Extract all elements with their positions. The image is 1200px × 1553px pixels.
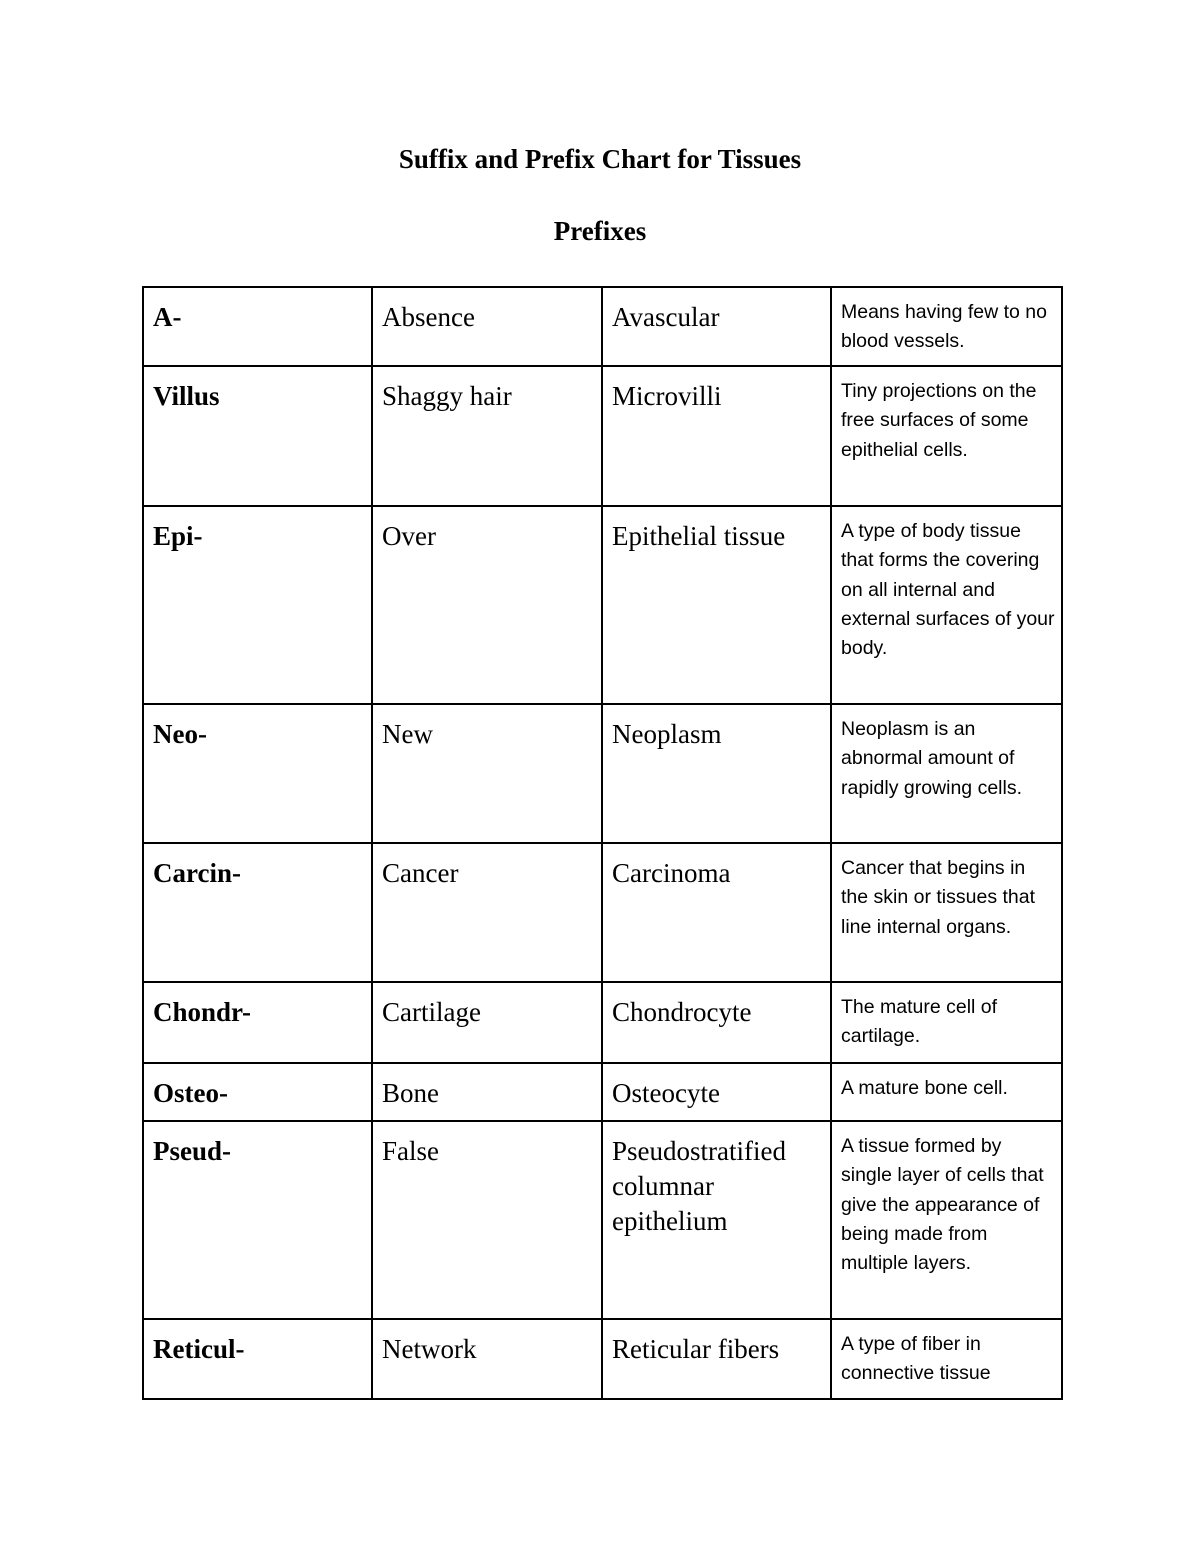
definition-cell: Tiny projections on the free surfaces of… xyxy=(830,365,1063,507)
meaning-cell: New xyxy=(371,703,603,844)
prefix-cell: Epi- xyxy=(142,505,373,705)
meaning-cell: Over xyxy=(371,505,603,705)
prefix-table: A- Absence Avascular Means having few to no… xyxy=(142,286,1063,1400)
example-cell: Epithelial tissue xyxy=(601,505,832,705)
prefix-cell: Villus xyxy=(142,365,373,507)
prefix-cell: Chondr- xyxy=(142,981,373,1064)
definition-cell: Cancer that begins in the skin or tissue… xyxy=(830,842,1063,983)
meaning-cell: Bone xyxy=(371,1062,603,1122)
table-row: Villus Shaggy hair Microvilli Tiny projecti… xyxy=(142,365,1063,507)
example-cell: Osteocyte xyxy=(601,1062,832,1122)
meaning-cell: Network xyxy=(371,1318,603,1400)
table-row: Epi- Over Epithelial tissue A type of body … xyxy=(142,505,1063,705)
meaning-cell: Cartilage xyxy=(371,981,603,1064)
prefix-cell: Osteo- xyxy=(142,1062,373,1122)
definition-cell: Means having few to no blood vessels. xyxy=(830,286,1063,367)
example-cell: Avascular xyxy=(601,286,832,367)
prefix-cell: Reticul- xyxy=(142,1318,373,1400)
table-row: Carcin- Cancer Carcinoma Cancer that begins… xyxy=(142,842,1063,983)
example-cell: Microvilli xyxy=(601,365,832,507)
prefix-cell: Pseud- xyxy=(142,1120,373,1320)
table-row: Osteo- Bone Osteocyte A mature bone cell. xyxy=(142,1062,1063,1122)
example-cell: Neoplasm xyxy=(601,703,832,844)
definition-cell: The mature cell of cartilage. xyxy=(830,981,1063,1064)
prefix-cell: A- xyxy=(142,286,373,367)
example-cell: Carcinoma xyxy=(601,842,832,983)
table-row: Pseud- False Pseudostratified columnar epi… xyxy=(142,1120,1063,1320)
example-cell: Pseudostratified columnar epithelium xyxy=(601,1120,832,1320)
meaning-cell: Absence xyxy=(371,286,603,367)
table-row: A- Absence Avascular Means having few to no… xyxy=(142,286,1063,367)
definition-cell: A tissue formed by single layer of cells… xyxy=(830,1120,1063,1320)
prefix-cell: Neo- xyxy=(142,703,373,844)
definition-cell: Neoplasm is an abnormal amount of rapidl… xyxy=(830,703,1063,844)
definition-cell: A mature bone cell. xyxy=(830,1062,1063,1122)
document-title: Suffix and Prefix Chart for Tissues xyxy=(398,144,802,174)
table-row: Chondr- Cartilage Chondrocyte The mature ce… xyxy=(142,981,1063,1064)
definition-cell: A type of body tissue that forms the cov… xyxy=(830,505,1063,705)
meaning-cell: Shaggy hair xyxy=(371,365,603,507)
meaning-cell: Cancer xyxy=(371,842,603,983)
example-cell: Reticular fibers xyxy=(601,1318,832,1400)
section-heading: Prefixes xyxy=(553,216,647,246)
prefix-cell: Carcin- xyxy=(142,842,373,983)
example-cell: Chondrocyte xyxy=(601,981,832,1064)
meaning-cell: False xyxy=(371,1120,603,1320)
table-row: Neo- New Neoplasm Neoplasm is an abnormal a… xyxy=(142,703,1063,844)
definition-cell: A type of fiber in connective tissue xyxy=(830,1318,1063,1400)
table-row: Reticul- Network Reticular fibers A type of… xyxy=(142,1318,1063,1400)
